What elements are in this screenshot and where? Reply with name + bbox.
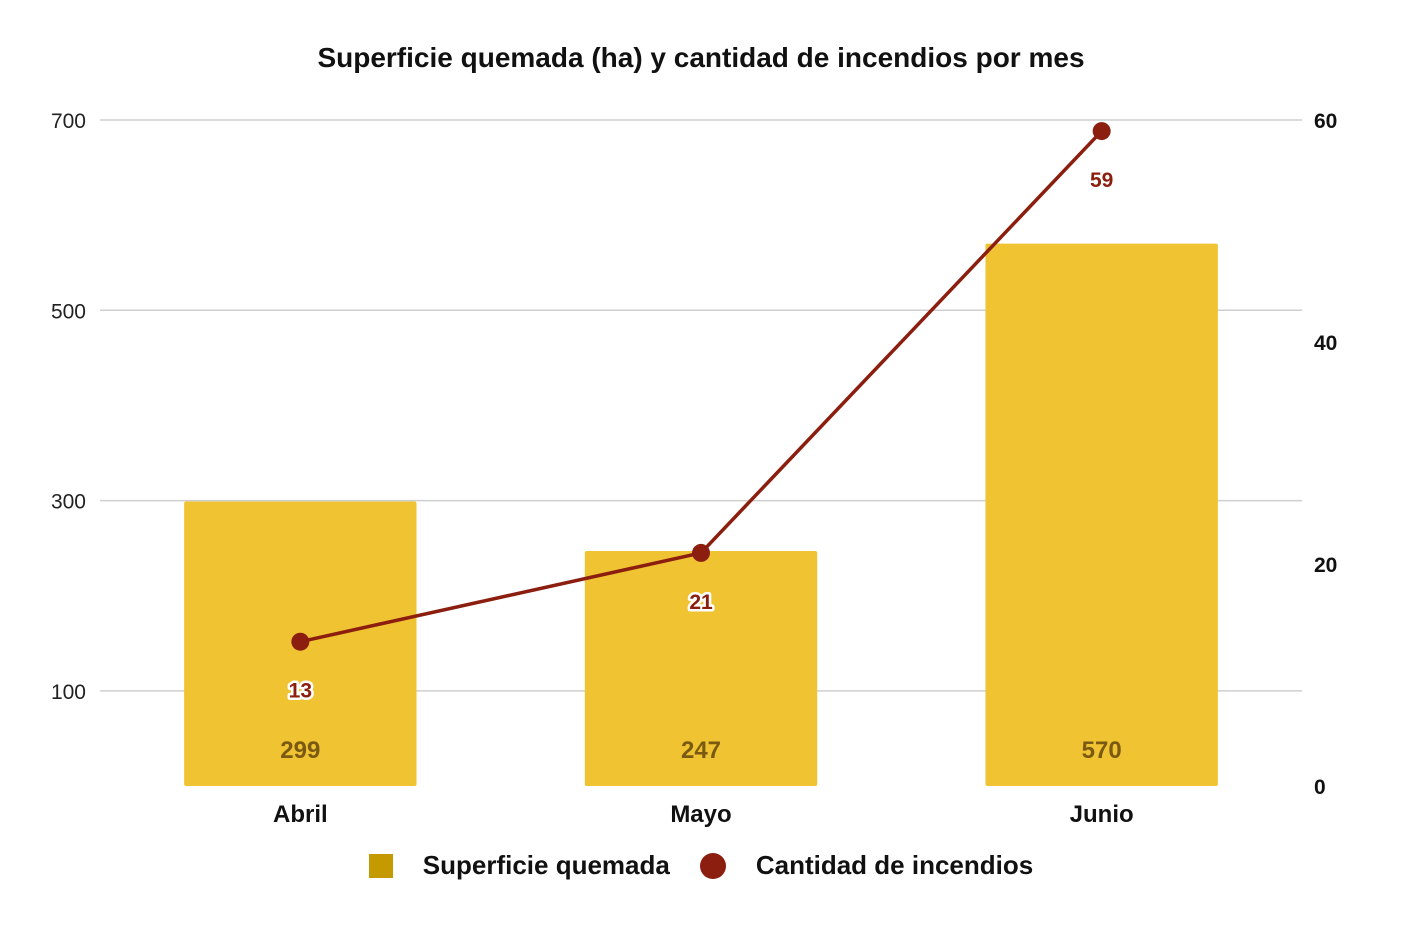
y-left-tick-300: 300 bbox=[51, 491, 86, 514]
y-right-tick-60: 60 bbox=[1314, 110, 1337, 133]
legend: Superficie quemada Cantidad de incendios bbox=[0, 850, 1402, 881]
y-right-tick-20: 20 bbox=[1314, 554, 1337, 577]
line-value-label-mayo: 21 bbox=[689, 591, 713, 614]
bar-mayo bbox=[584, 550, 818, 786]
y-right-tick-40: 40 bbox=[1314, 332, 1337, 355]
legend-label-incendios: Cantidad de incendios bbox=[755, 850, 1034, 880]
legend-swatch-circle bbox=[699, 852, 726, 879]
bar-value-label-mayo: 247 bbox=[681, 737, 721, 764]
point-junio bbox=[1092, 122, 1111, 141]
legend-item-superficie: Superficie quemada bbox=[368, 850, 670, 881]
axes: 700 500 300 100 60 40 20 0 Abril Mayo Junio bbox=[51, 110, 1337, 828]
x-tick-mayo: Mayo bbox=[670, 801, 731, 828]
chart-title: Superficie quemada (ha) y cantidad de in… bbox=[317, 42, 1085, 73]
point-mayo bbox=[692, 543, 710, 562]
point-abril bbox=[291, 632, 310, 651]
y-left-tick-700: 700 bbox=[51, 110, 86, 133]
x-tick-abril: Abril bbox=[273, 801, 328, 828]
line-value-label-abril: 13 bbox=[289, 680, 312, 703]
y-left-tick-500: 500 bbox=[51, 300, 86, 323]
bar-value-label-abril: 299 bbox=[280, 737, 320, 764]
legend-item-incendios: Cantidad de incendios bbox=[699, 850, 1034, 881]
x-tick-junio: Junio bbox=[1070, 801, 1134, 828]
bar-value-label-junio: 570 bbox=[1082, 737, 1122, 764]
line-series bbox=[291, 122, 1111, 651]
legend-swatch-square bbox=[368, 853, 393, 878]
y-right-tick-0: 0 bbox=[1314, 776, 1326, 799]
legend-label-superficie: Superficie quemada bbox=[422, 850, 670, 880]
data-labels: 299 247 570 13 21 59 bbox=[280, 167, 1122, 764]
bar-junio bbox=[985, 243, 1218, 786]
line-value-label-junio: 59 bbox=[1090, 169, 1113, 192]
y-left-tick-100: 100 bbox=[51, 681, 86, 704]
bars bbox=[184, 243, 1218, 786]
